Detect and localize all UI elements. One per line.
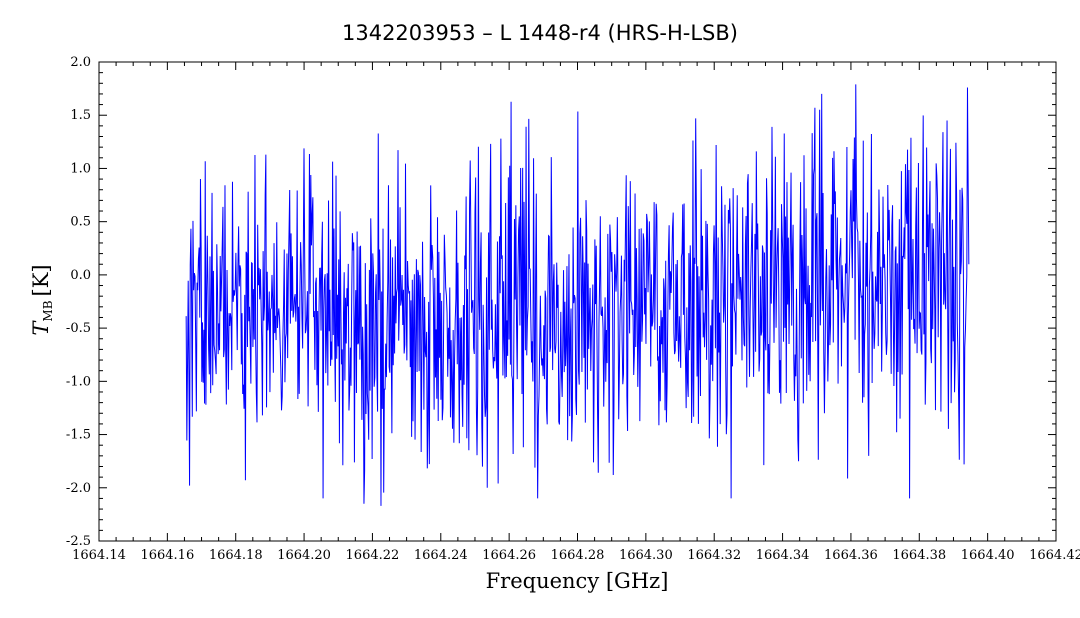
y-tick-label: -1.5 — [66, 428, 91, 443]
x-axis-ticks: 1664.14 1664.16 1664.18 1664.20 1664.22 1664.… — [72, 62, 1080, 563]
y-tick-label: 1.5 — [70, 108, 91, 123]
y-tick-label: 2.0 — [70, 55, 91, 70]
x-tick-label: 1664.22 — [346, 548, 400, 563]
x-tick-label: 1664.42 — [1029, 548, 1080, 563]
y-axis-label-symbol: T — [29, 320, 53, 336]
y-tick-label: -0.5 — [66, 321, 91, 336]
x-tick-label: 1664.18 — [209, 548, 263, 563]
x-tick-label: 1664.28 — [551, 548, 605, 563]
x-tick-label: 1664.34 — [756, 548, 810, 563]
chart-title: 1342203953 – L 1448-r4 (HRS-H-LSB) — [342, 21, 738, 45]
y-tick-label: -2.5 — [66, 534, 91, 549]
y-axis-label-subscript: MB — [41, 300, 55, 321]
x-tick-label: 1664.40 — [961, 548, 1015, 563]
x-tick-label: 1664.36 — [824, 548, 878, 563]
series-line — [185, 84, 970, 506]
x-tick-label: 1664.32 — [687, 548, 741, 563]
y-tick-label: -1.0 — [66, 374, 91, 389]
y-axis-label-unit: [K] — [29, 264, 53, 296]
x-tick-label: 1664.38 — [892, 548, 946, 563]
y-tick-label: 0.0 — [70, 268, 91, 283]
x-tick-label: 1664.30 — [619, 548, 673, 563]
x-tick-label: 1664.20 — [277, 548, 331, 563]
x-tick-label: 1664.26 — [482, 548, 536, 563]
y-tick-label: 1.0 — [70, 161, 91, 176]
x-axis-label: Frequency [GHz] — [486, 569, 669, 593]
y-axis-label: TMB [K] — [29, 264, 55, 335]
y-tick-label: -2.0 — [66, 481, 91, 496]
y-axis-ticks: 2.0 1.5 1.0 0.5 0.0 -0.5 -1.0 -1.5 -2.0 -2.5 — [66, 55, 1056, 549]
x-tick-label: 1664.24 — [414, 548, 468, 563]
x-tick-label: 1664.16 — [140, 548, 194, 563]
y-tick-label: 0.5 — [70, 215, 91, 230]
x-tick-label: 1664.14 — [72, 548, 126, 563]
